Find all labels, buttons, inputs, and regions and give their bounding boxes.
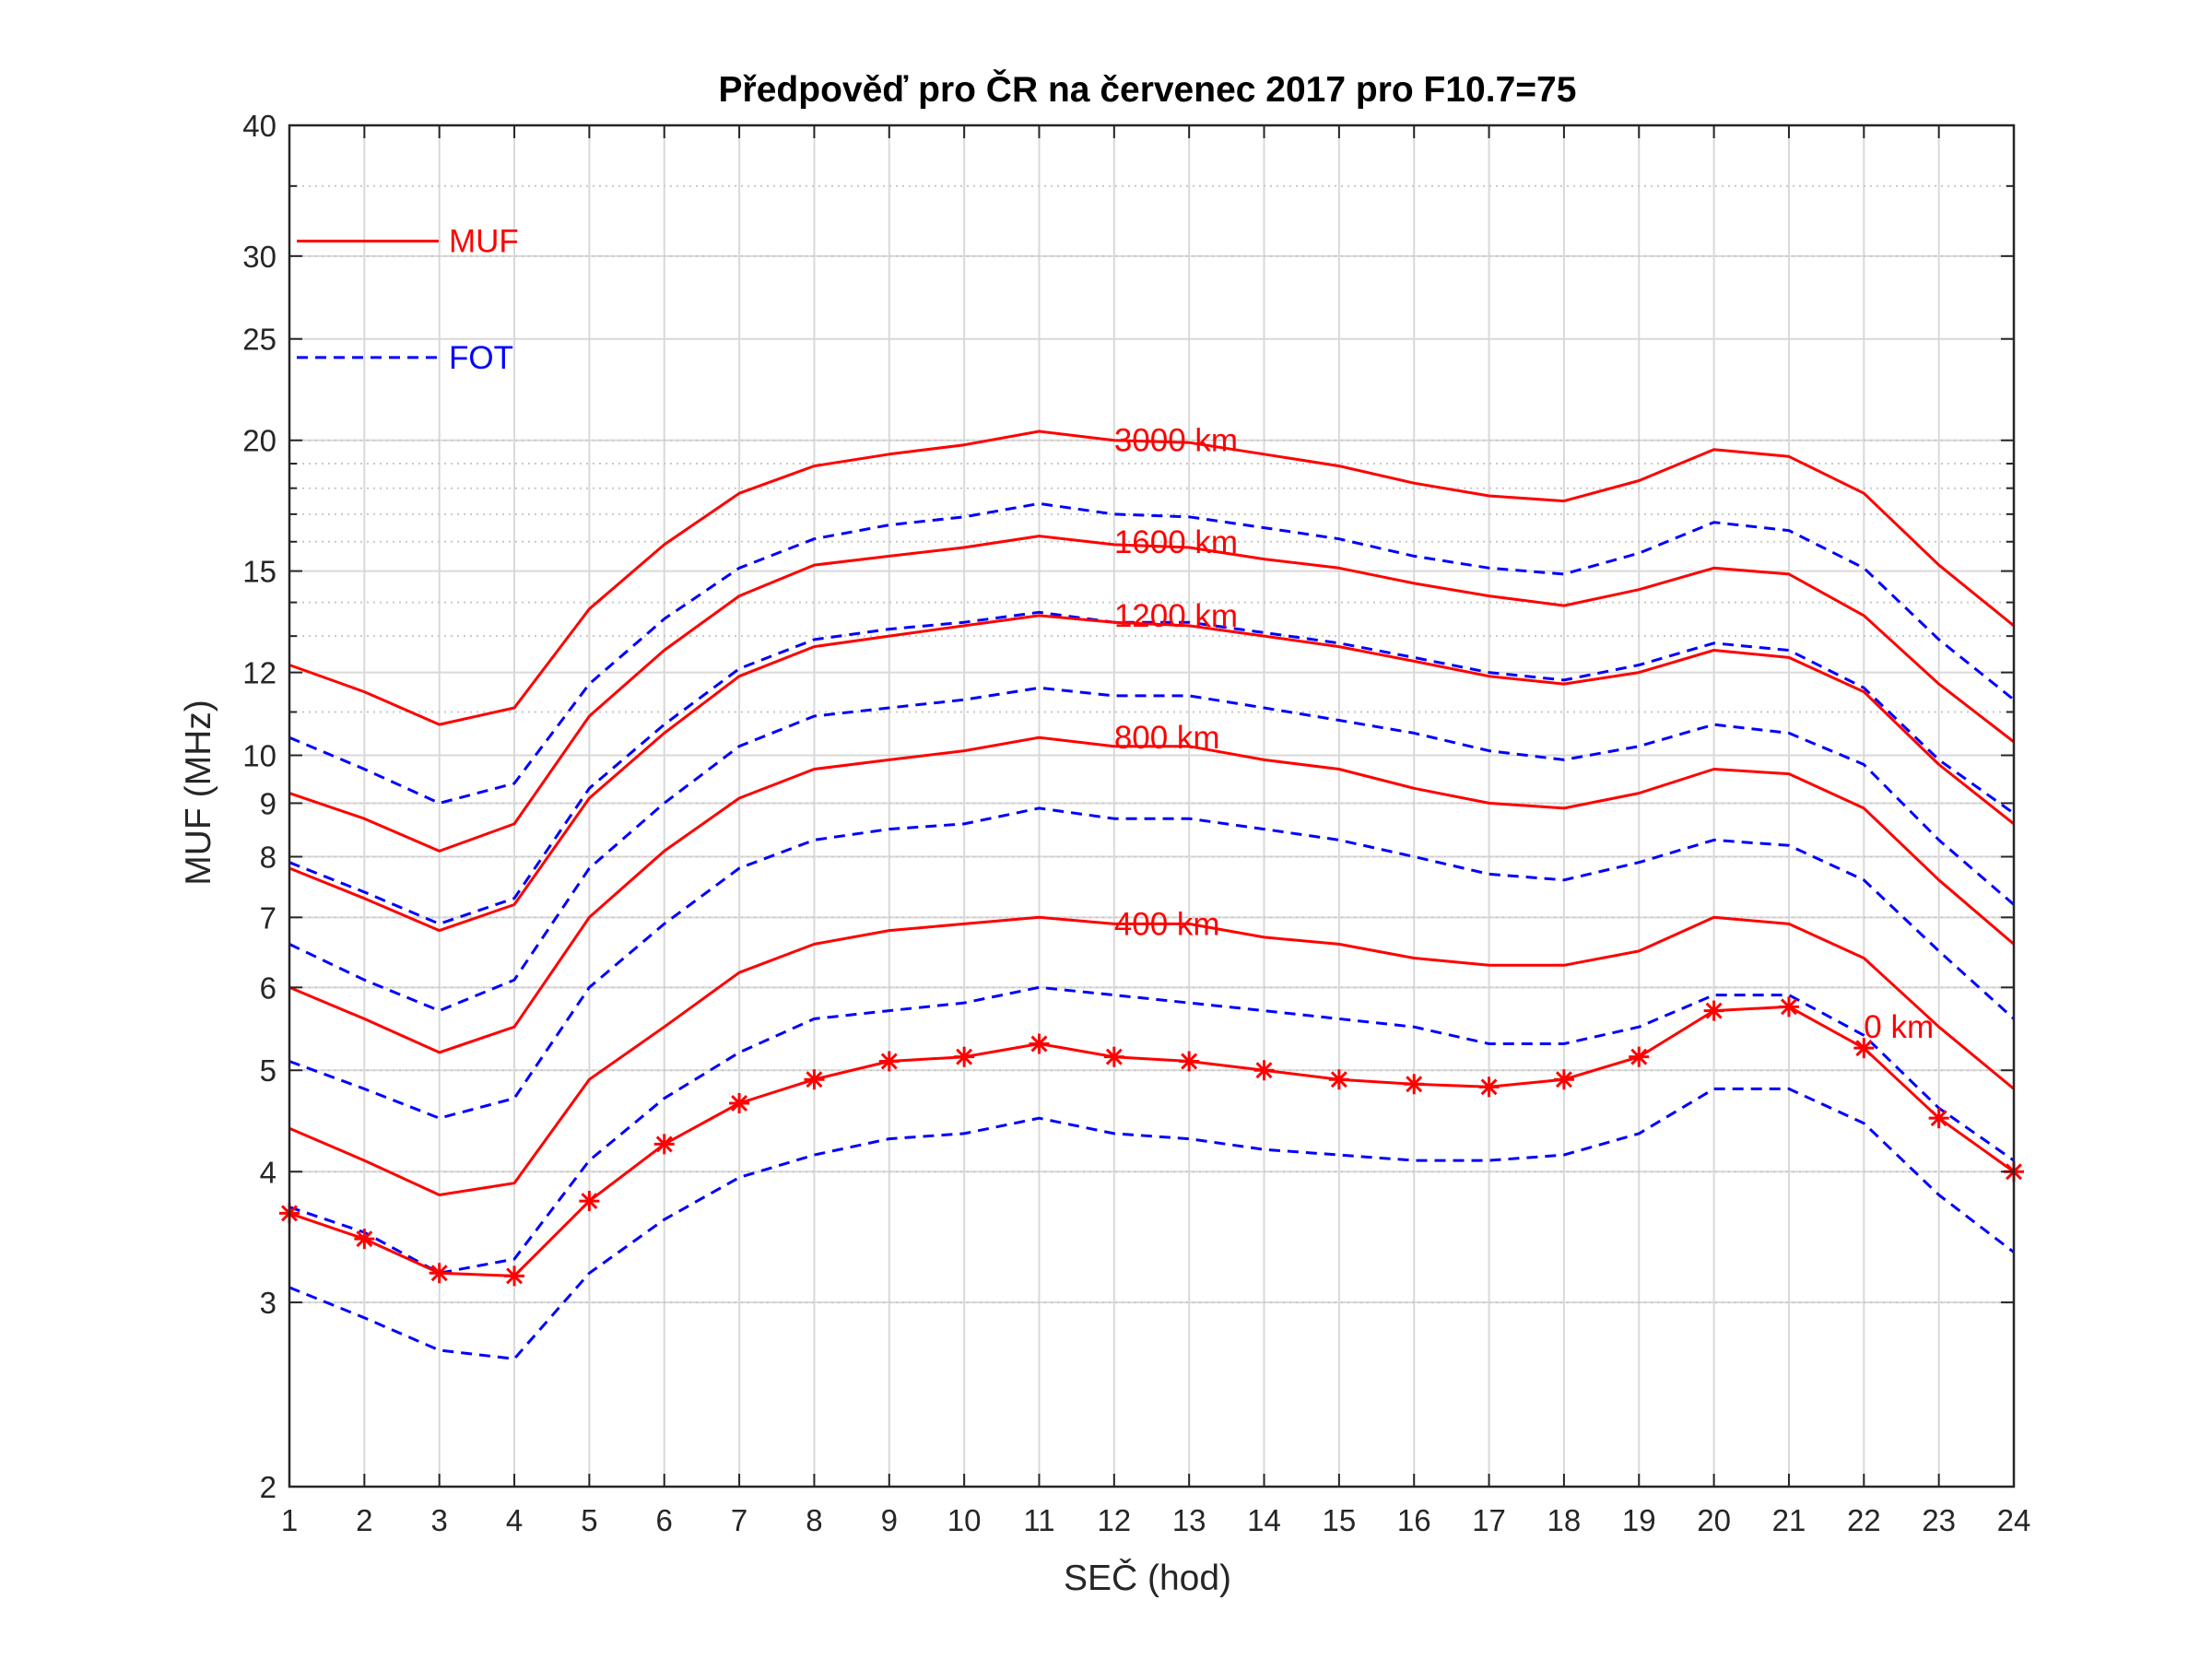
y-tick-label: 20	[242, 424, 276, 458]
asterisk-marker	[579, 1191, 600, 1212]
y-tick-label: 2	[260, 1470, 276, 1504]
fot-series-line-5	[288, 686, 2015, 1013]
y-tick-label: 30	[242, 240, 276, 274]
distance-labels: 3000 km 1600 km 1200 km 800 km 400 km 0 km	[1114, 423, 1934, 1045]
muf-series-line-8	[288, 915, 2015, 1196]
x-tick-label: 15	[1323, 1503, 1357, 1537]
x-tick-label: 22	[1847, 1503, 1881, 1537]
x-tick-label: 24	[1997, 1503, 2031, 1537]
fot-series-line-1	[288, 501, 2015, 805]
asterisk-marker	[1778, 996, 1799, 1018]
x-tick-label: 1	[281, 1503, 298, 1537]
asterisk-marker	[1629, 1046, 1650, 1067]
asterisk-marker	[354, 1229, 375, 1250]
x-tick-label: 6	[656, 1503, 673, 1537]
series-layer	[288, 429, 2016, 1360]
asterisk-marker	[804, 1069, 825, 1090]
x-tick-label: 3	[431, 1503, 448, 1537]
asterisk-marker	[1029, 1033, 1050, 1054]
legend: MUF FOT	[297, 224, 519, 376]
muf-series-line-0	[288, 429, 2015, 726]
asterisk-marker	[1103, 1046, 1124, 1067]
fot-series-line-9	[288, 985, 2015, 1275]
muf-series-line-4	[288, 614, 2015, 933]
asterisk-marker	[1179, 1051, 1200, 1072]
fot-series-line-11	[288, 1087, 2015, 1360]
legend-label-muf: MUF	[449, 224, 519, 260]
asterisk-marker	[1853, 1038, 1875, 1059]
y-tick-label: 3	[260, 1286, 276, 1320]
x-tick-label: 23	[1922, 1503, 1956, 1537]
y-tick-label: 10	[242, 738, 276, 772]
x-tick-label: 9	[881, 1503, 898, 1537]
x-tick-label: 12	[1097, 1503, 1131, 1537]
x-tick-label: 4	[506, 1503, 523, 1537]
distance-label: 400 km	[1114, 906, 1220, 942]
y-tick-label: 4	[260, 1155, 276, 1189]
y-axis-label: MUF (MHz)	[179, 700, 218, 885]
asterisk-marker	[1553, 1069, 1574, 1090]
y-tick-label: 7	[260, 900, 276, 935]
asterisk-marker	[1328, 1069, 1349, 1090]
distance-label: 3000 km	[1114, 423, 1238, 459]
x-tick-label: 21	[1772, 1503, 1806, 1537]
plot-frame	[288, 124, 2016, 1488]
muf-series-line-2	[288, 535, 2015, 853]
asterisk-marker	[878, 1051, 900, 1072]
y-tick-label: 15	[242, 555, 276, 589]
x-tick-label: 14	[1247, 1503, 1281, 1537]
fot-series-line-7	[288, 806, 2016, 1120]
axes: 1 2 3 4 5 6 7 8 9 10 11 12 13 14 15 16 17 18 19 20 21 22 23 242…	[242, 109, 2030, 1537]
chart-title: Předpověď pro ČR na červenec 2017 pro F1…	[719, 68, 1577, 110]
marker-layer	[279, 996, 2024, 1287]
legend-label-fot: FOT	[449, 340, 513, 376]
asterisk-marker	[1928, 1108, 1949, 1129]
muf-series-line-10	[288, 1005, 2015, 1277]
asterisk-marker	[429, 1263, 450, 1284]
asterisk-marker	[954, 1046, 975, 1067]
y-tick-label: 5	[260, 1053, 276, 1088]
x-tick-label: 8	[806, 1503, 822, 1537]
y-tick-label: 25	[242, 323, 276, 357]
x-tick-label: 2	[356, 1503, 372, 1537]
y-tick-label: 9	[260, 786, 276, 820]
x-tick-label: 10	[947, 1503, 982, 1537]
asterisk-marker	[729, 1093, 750, 1114]
asterisk-marker	[1478, 1077, 1500, 1098]
x-tick-label: 11	[1023, 1503, 1054, 1537]
asterisk-marker	[1253, 1060, 1275, 1081]
fot-series-line-3	[288, 610, 2015, 925]
distance-label: 1200 km	[1114, 598, 1238, 634]
y-tick-label: 6	[260, 971, 276, 1005]
distance-label: 0 km	[1864, 1009, 1934, 1045]
distance-label: 800 km	[1114, 720, 1220, 756]
distance-label: 1600 km	[1114, 524, 1238, 560]
y-tick-label: 8	[260, 841, 276, 875]
asterisk-marker	[1404, 1074, 1425, 1095]
x-tick-label: 19	[1622, 1503, 1656, 1537]
x-tick-label: 17	[1472, 1503, 1506, 1537]
asterisk-marker	[1703, 1000, 1724, 1021]
x-tick-label: 20	[1697, 1503, 1731, 1537]
y-tick-label: 40	[242, 109, 276, 143]
muf-series-line-6	[288, 735, 2015, 1054]
x-tick-label: 13	[1172, 1503, 1206, 1537]
x-tick-label: 18	[1547, 1503, 1582, 1537]
x-tick-label: 16	[1397, 1503, 1431, 1537]
x-tick-label: 5	[581, 1503, 597, 1537]
x-tick-label: 7	[731, 1503, 747, 1537]
y-tick-label: 12	[242, 656, 276, 690]
asterisk-marker	[653, 1134, 675, 1155]
asterisk-marker	[504, 1265, 525, 1287]
x-axis-label: SEČ (hod)	[1064, 1558, 1231, 1598]
